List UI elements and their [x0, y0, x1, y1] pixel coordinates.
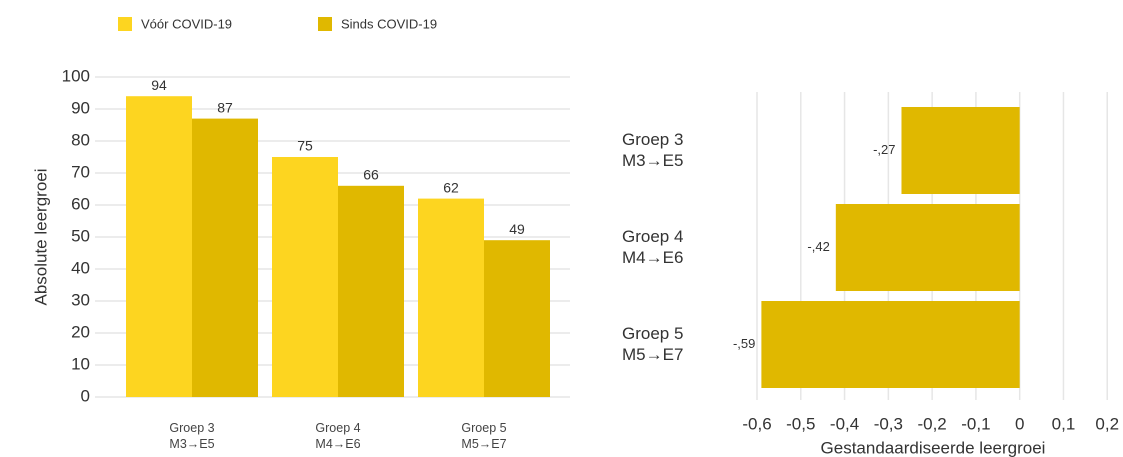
x-tick-label: -0,4 — [830, 414, 859, 433]
x-tick-label: Groep 4 M4→E6 — [315, 421, 361, 451]
bar — [418, 198, 484, 397]
x-tick-label: -0,6 — [742, 414, 771, 433]
y-tick-label: 40 — [71, 258, 90, 277]
bar — [484, 240, 550, 397]
x-tick-label: 0 — [1015, 414, 1024, 433]
y-tick-label: 70 — [71, 162, 90, 181]
data-label: 62 — [443, 179, 459, 195]
bar — [126, 96, 192, 397]
bar — [761, 301, 1020, 388]
data-label: -,42 — [807, 239, 829, 254]
y-tick-label: 90 — [71, 98, 90, 117]
x-tick-label: 0,1 — [1052, 414, 1076, 433]
y-tick-label: 10 — [71, 354, 90, 373]
y-tick-label: Groep 3 M3→E5 — [622, 129, 684, 170]
x-axis-label: Gestandaardiseerde leergroei — [821, 438, 1046, 457]
data-label: -,59 — [733, 336, 755, 351]
bar — [338, 185, 404, 397]
data-label: 87 — [217, 99, 233, 115]
y-tick-label: 60 — [71, 194, 90, 213]
x-tick-label: -0,1 — [961, 414, 990, 433]
y-tick-label: 50 — [71, 226, 90, 245]
data-label: 94 — [151, 77, 167, 93]
y-tick-label: 80 — [71, 130, 90, 149]
data-label: 66 — [363, 167, 379, 183]
y-tick-label: 30 — [71, 290, 90, 309]
bar — [835, 204, 1020, 291]
y-tick-label: Groep 5 M5→E7 — [622, 323, 684, 364]
legend-label: Sinds COVID-19 — [341, 16, 437, 31]
y-tick-label: Groep 4 M4→E6 — [622, 226, 684, 267]
x-tick-label: Groep 5 M5→E7 — [461, 421, 507, 451]
x-tick-label: Groep 3 M3→E5 — [169, 421, 215, 451]
legend-label: Vóór COVID-19 — [141, 16, 232, 31]
y-tick-label: 0 — [81, 386, 90, 405]
x-tick-label: -0,5 — [786, 414, 815, 433]
y-tick-label: 100 — [62, 66, 90, 85]
x-tick-label: 0,2 — [1095, 414, 1119, 433]
x-tick-label: -0,3 — [874, 414, 903, 433]
bar — [192, 118, 258, 397]
legend-swatch — [318, 17, 332, 31]
y-tick-label: 20 — [71, 322, 90, 341]
data-label: 75 — [297, 138, 313, 154]
y-axis-label: Absolute leergroei — [31, 168, 50, 305]
legend-swatch — [118, 17, 132, 31]
bar — [901, 107, 1020, 194]
bar — [272, 157, 338, 397]
data-label: -,27 — [873, 142, 895, 157]
data-label: 49 — [509, 221, 525, 237]
x-tick-label: -0,2 — [917, 414, 946, 433]
